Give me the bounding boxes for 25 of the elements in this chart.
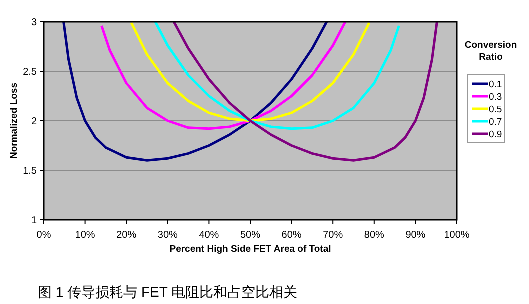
legend-label: 0.1: [489, 80, 502, 90]
x-tick-label: 0%: [36, 230, 52, 241]
x-tick-label: 70%: [323, 230, 344, 241]
caption: 图 1 传导损耗与 FET 电阻比和占空比相关: [38, 284, 298, 300]
y-tick-label: 1.5: [23, 166, 38, 177]
x-tick-label: 20%: [116, 230, 137, 241]
legend-label: 0.7: [489, 117, 502, 128]
x-tick-label: 30%: [158, 230, 178, 241]
x-axis-title: Percent High Side FET Area of Total: [170, 244, 332, 255]
x-tick-label: 40%: [199, 230, 220, 241]
y-tick-label: 3: [31, 18, 38, 28]
x-tick-label: 100%: [444, 230, 470, 241]
legend-label: 0.5: [489, 104, 502, 116]
y-tick-label: 1: [31, 216, 38, 226]
x-tick-label: 50%: [240, 230, 261, 241]
y-tick-label: 2.5: [23, 67, 38, 78]
legend-label: 0.9: [489, 130, 502, 140]
x-tick-label: 80%: [364, 230, 385, 241]
y-tick-label: 2: [31, 116, 38, 128]
x-tick-label: 90%: [406, 230, 426, 241]
x-tick-label: 10%: [75, 230, 96, 241]
legend-title: Conversion Ratio: [464, 40, 518, 63]
legend-label: 0.3: [489, 92, 502, 103]
x-tick-label: 60%: [282, 230, 302, 241]
y-axis-title: Normalized Loss: [9, 82, 20, 160]
